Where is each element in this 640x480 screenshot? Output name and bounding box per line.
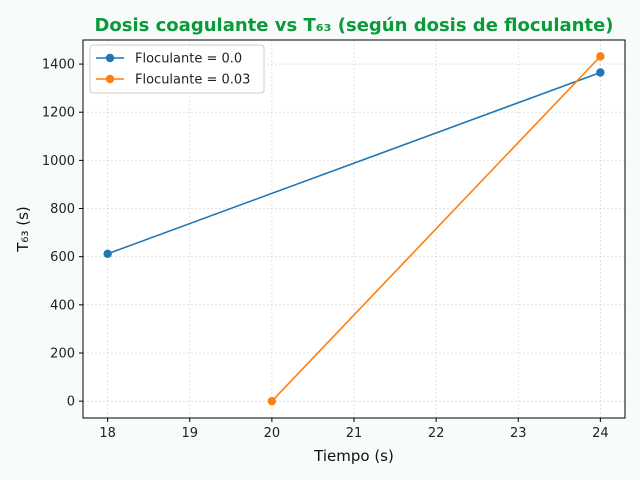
y-tick-label: 200	[50, 346, 75, 361]
data-point	[267, 396, 277, 406]
data-point	[103, 249, 112, 258]
y-axis-label: T₆₃ (s)	[14, 206, 32, 252]
legend-label-floculante-003: Floculante = 0.03	[135, 73, 250, 88]
y-tick-label: 0	[67, 395, 75, 410]
y-tick-label: 1400	[42, 58, 75, 73]
data-point	[596, 68, 605, 77]
y-tick-label: 400	[50, 298, 75, 313]
x-tick-label: 24	[592, 426, 609, 441]
x-tick-label: 20	[264, 426, 281, 441]
chart-title: Dosis coagulante vs T₆₃ (según dosis de …	[94, 15, 613, 36]
x-tick-label: 23	[510, 426, 527, 441]
y-tick-label: 800	[50, 202, 75, 217]
legend-box	[89, 44, 265, 94]
ticks-layer: 18 19 20 21 22 23 24 0 200 400 600 800 1000 1200 1400	[42, 58, 609, 441]
y-tick-label: 600	[50, 250, 75, 265]
x-axis-label: Tiempo (s)	[313, 447, 394, 465]
legend: Floculante = 0.0 Floculante = 0.03	[89, 44, 265, 94]
legend-label-floculante-0: Floculante = 0.0	[135, 52, 242, 67]
y-tick-label: 1200	[42, 106, 75, 121]
x-tick-label: 22	[428, 426, 445, 441]
series-line-1	[271, 55, 601, 402]
x-tick-label: 21	[346, 426, 363, 441]
x-tick-label: 18	[99, 426, 116, 441]
series-layer	[103, 52, 605, 406]
y-tick-label: 1000	[42, 154, 75, 169]
data-point	[596, 52, 605, 61]
x-tick-label: 19	[181, 426, 198, 441]
legend-marker-floculante-003	[105, 74, 115, 84]
legend-marker-floculante-0	[105, 53, 115, 63]
series-line-0	[107, 71, 601, 255]
